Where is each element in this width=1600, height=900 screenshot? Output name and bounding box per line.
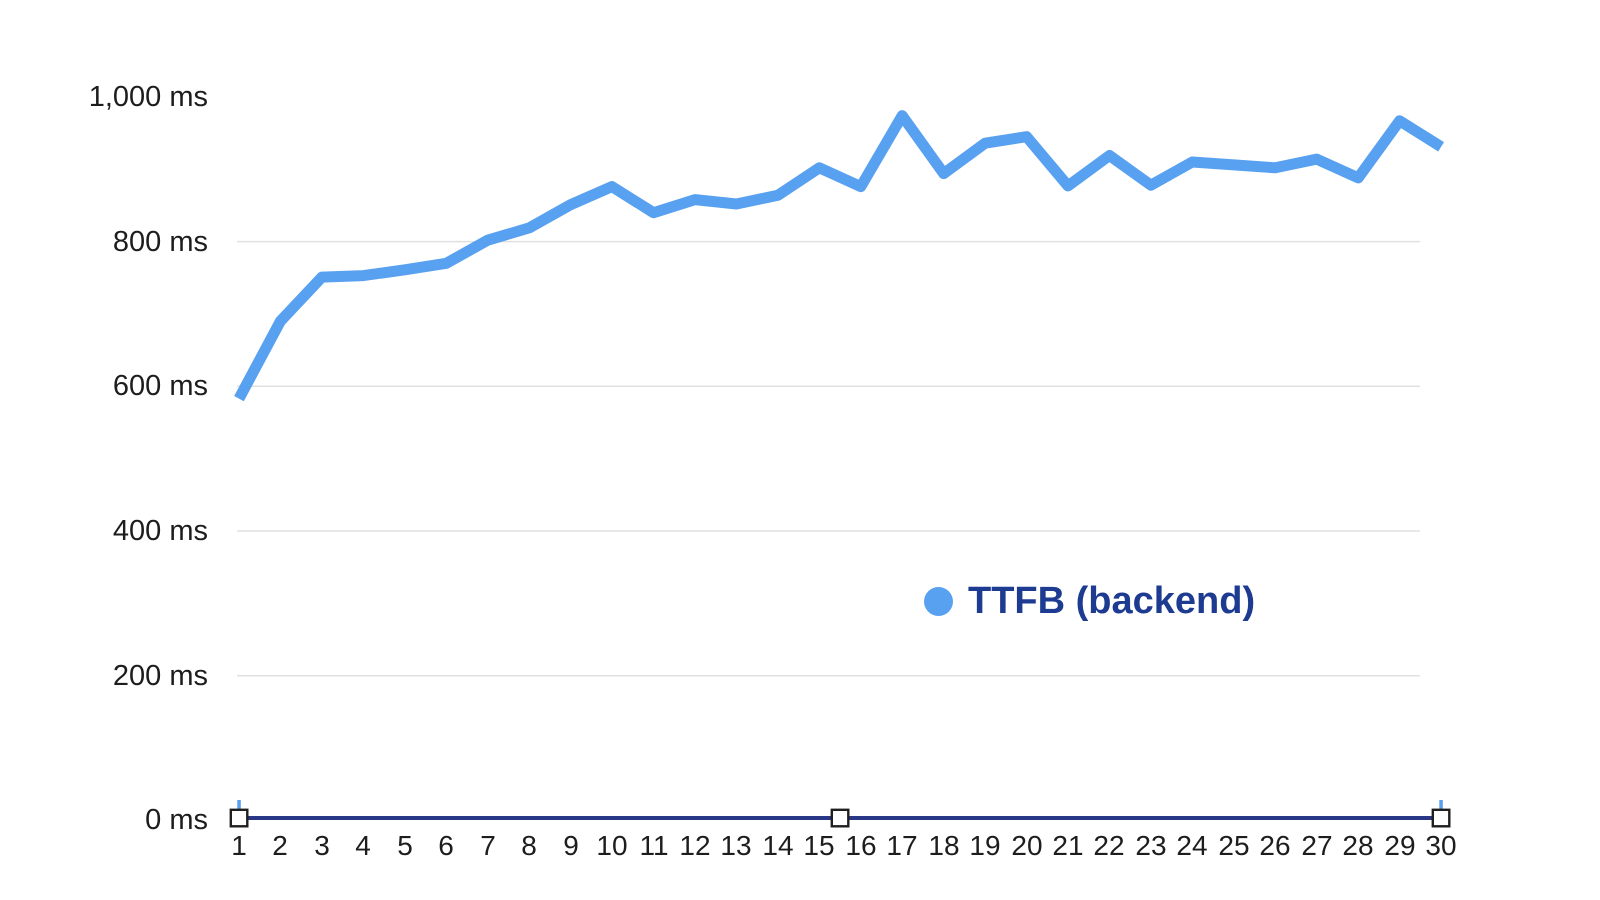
- x-axis-label: 7: [480, 830, 496, 861]
- x-axis-label: 3: [314, 830, 330, 861]
- ttfb-line-series[interactable]: [234, 110, 1445, 402]
- y-axis-label: 200 ms: [112, 660, 208, 692]
- x-axis-label: 23: [1135, 830, 1167, 861]
- x-axis-label: 18: [928, 830, 960, 861]
- x-axis-label: 22: [1093, 830, 1125, 861]
- x-axis-label: 19: [969, 830, 1001, 861]
- range-slider-handle-left[interactable]: [229, 808, 249, 828]
- x-axis-label: 4: [355, 830, 371, 861]
- legend-marker-icon: [924, 586, 953, 616]
- x-axis-label: 14: [762, 830, 794, 861]
- x-axis-label: 28: [1342, 830, 1374, 861]
- x-axis-label: 24: [1176, 830, 1208, 861]
- x-axis-label: 8: [521, 830, 537, 861]
- x-axis-label: 30: [1425, 830, 1457, 861]
- x-axis-label: 25: [1218, 830, 1250, 861]
- y-axis-label: 0 ms: [145, 804, 208, 836]
- x-axis-label: 17: [886, 830, 918, 861]
- legend-label: TTFB (backend): [968, 580, 1256, 622]
- y-axis-label: 800 ms: [112, 226, 208, 258]
- range-slider-mini-tick: [1439, 800, 1443, 814]
- x-axis-label: 26: [1259, 830, 1291, 861]
- x-axis-label: 12: [679, 830, 711, 861]
- y-axis-label: 600 ms: [112, 370, 208, 402]
- y-axis-label: 1,000 ms: [88, 81, 208, 113]
- x-axis-label: 1: [231, 830, 247, 861]
- y-axis-label: 400 ms: [112, 515, 208, 547]
- x-axis-label: 15: [803, 830, 835, 861]
- x-axis-label: 27: [1301, 830, 1333, 861]
- x-axis-label: 5: [397, 830, 413, 861]
- x-axis-label: 13: [720, 830, 752, 861]
- x-axis-label: 21: [1052, 830, 1084, 861]
- x-axis-label: 6: [438, 830, 454, 861]
- x-axis-label: 10: [596, 830, 628, 861]
- x-axis-label: 16: [845, 830, 877, 861]
- x-axis-label: 2: [272, 830, 288, 861]
- range-slider-handle-middle[interactable]: [830, 808, 850, 828]
- x-axis-label: 9: [563, 830, 579, 861]
- legend: TTFB (backend): [924, 582, 1255, 620]
- range-slider-mini-tick: [237, 800, 241, 814]
- x-axis-label: 29: [1384, 830, 1416, 861]
- x-axis-label: 20: [1011, 830, 1043, 861]
- range-slider-handle-right[interactable]: [1431, 808, 1451, 828]
- x-axis-label: 11: [639, 830, 669, 861]
